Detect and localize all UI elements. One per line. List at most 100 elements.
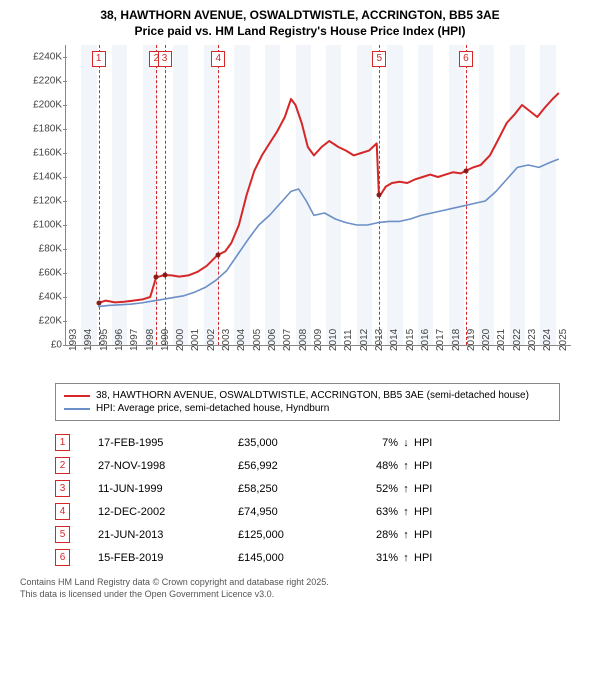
transaction-hpi-label: HPI xyxy=(414,552,454,564)
transaction-pct: 63% xyxy=(348,506,398,518)
x-axis-label: 2013 xyxy=(374,329,385,351)
title-line-1: 38, HAWTHORN AVENUE, OSWALDTWISTLE, ACCR… xyxy=(10,8,590,24)
transaction-hpi-label: HPI xyxy=(414,529,454,541)
transaction-row: 117-FEB-1995£35,0007%↓HPI xyxy=(55,431,590,454)
transaction-pct: 28% xyxy=(348,529,398,541)
transactions-table: 117-FEB-1995£35,0007%↓HPI227-NOV-1998£56… xyxy=(55,431,590,569)
legend-swatch xyxy=(64,395,90,397)
footer-notice: Contains HM Land Registry data © Crown c… xyxy=(20,577,580,600)
transaction-price: £58,250 xyxy=(238,483,348,495)
x-axis-label: 1994 xyxy=(83,329,94,351)
transaction-arrow-icon: ↑ xyxy=(398,506,414,518)
sale-dot xyxy=(216,253,221,258)
x-axis-label: 2019 xyxy=(466,329,477,351)
transaction-price: £35,000 xyxy=(238,437,348,449)
y-axis-label: £40K xyxy=(39,292,62,303)
y-axis-label: £80K xyxy=(39,244,62,255)
transaction-arrow-icon: ↑ xyxy=(398,460,414,472)
transaction-price: £56,992 xyxy=(238,460,348,472)
transaction-price: £74,950 xyxy=(238,506,348,518)
transaction-price: £145,000 xyxy=(238,552,348,564)
transaction-pct: 52% xyxy=(348,483,398,495)
transaction-pct: 7% xyxy=(348,437,398,449)
y-axis-label: £60K xyxy=(39,268,62,279)
transaction-row: 615-FEB-2019£145,00031%↑HPI xyxy=(55,546,590,569)
legend-row: HPI: Average price, semi-detached house,… xyxy=(64,402,551,415)
transaction-row: 227-NOV-1998£56,99248%↑HPI xyxy=(55,454,590,477)
legend-label: HPI: Average price, semi-detached house,… xyxy=(96,403,329,414)
chart-title: 38, HAWTHORN AVENUE, OSWALDTWISTLE, ACCR… xyxy=(10,8,590,39)
transaction-date: 17-FEB-1995 xyxy=(70,437,238,449)
x-axis-label: 2008 xyxy=(298,329,309,351)
x-axis-label: 2017 xyxy=(435,329,446,351)
series-hpi xyxy=(98,159,559,307)
transaction-arrow-icon: ↓ xyxy=(398,437,414,449)
footer-line-1: Contains HM Land Registry data © Crown c… xyxy=(20,577,580,589)
transaction-number: 1 xyxy=(55,434,70,451)
y-axis-label: £240K xyxy=(33,52,62,63)
transaction-row: 412-DEC-2002£74,95063%↑HPI xyxy=(55,500,590,523)
x-axis-label: 2004 xyxy=(236,329,247,351)
x-axis-label: 2022 xyxy=(512,329,523,351)
sale-dot xyxy=(154,274,159,279)
plot-region: 123456 xyxy=(65,45,571,346)
transaction-date: 15-FEB-2019 xyxy=(70,552,238,564)
legend: 38, HAWTHORN AVENUE, OSWALDTWISTLE, ACCR… xyxy=(55,383,560,421)
x-axis-label: 2005 xyxy=(252,329,263,351)
sale-dot xyxy=(463,169,468,174)
title-line-2: Price paid vs. HM Land Registry's House … xyxy=(10,24,590,40)
x-axis-label: 2020 xyxy=(481,329,492,351)
transaction-row: 311-JUN-1999£58,25052%↑HPI xyxy=(55,477,590,500)
transaction-arrow-icon: ↑ xyxy=(398,483,414,495)
transaction-number: 5 xyxy=(55,526,70,543)
y-axis-label: £180K xyxy=(33,124,62,135)
transaction-date: 11-JUN-1999 xyxy=(70,483,238,495)
transaction-hpi-label: HPI xyxy=(414,506,454,518)
x-axis-label: 1996 xyxy=(114,329,125,351)
x-axis-label: 2016 xyxy=(420,329,431,351)
transaction-number: 6 xyxy=(55,549,70,566)
legend-swatch xyxy=(64,408,90,410)
transaction-number: 4 xyxy=(55,503,70,520)
line-chart-svg xyxy=(66,45,571,345)
transaction-arrow-icon: ↑ xyxy=(398,552,414,564)
x-axis-label: 2001 xyxy=(190,329,201,351)
sale-dot xyxy=(162,273,167,278)
x-axis-label: 2000 xyxy=(175,329,186,351)
x-axis-label: 2003 xyxy=(221,329,232,351)
transaction-pct: 48% xyxy=(348,460,398,472)
transaction-number: 3 xyxy=(55,480,70,497)
sale-dot xyxy=(377,193,382,198)
y-axis-label: £220K xyxy=(33,76,62,87)
transaction-hpi-label: HPI xyxy=(414,437,454,449)
x-axis-label: 2024 xyxy=(542,329,553,351)
x-axis-label: 2006 xyxy=(267,329,278,351)
x-axis-label: 1999 xyxy=(160,329,171,351)
y-axis-label: £200K xyxy=(33,100,62,111)
transaction-number: 2 xyxy=(55,457,70,474)
x-axis-label: 2023 xyxy=(527,329,538,351)
sale-dot xyxy=(96,301,101,306)
x-axis-label: 1998 xyxy=(145,329,156,351)
transaction-pct: 31% xyxy=(348,552,398,564)
y-axis-label: £100K xyxy=(33,220,62,231)
transaction-date: 27-NOV-1998 xyxy=(70,460,238,472)
x-axis-label: 2007 xyxy=(282,329,293,351)
x-axis-label: 1997 xyxy=(129,329,140,351)
transaction-arrow-icon: ↑ xyxy=(398,529,414,541)
footer-line-2: This data is licensed under the Open Gov… xyxy=(20,589,580,601)
x-axis-label: 1995 xyxy=(99,329,110,351)
x-axis-label: 2018 xyxy=(451,329,462,351)
transaction-hpi-label: HPI xyxy=(414,483,454,495)
x-axis-label: 2012 xyxy=(359,329,370,351)
transaction-row: 521-JUN-2013£125,00028%↑HPI xyxy=(55,523,590,546)
x-axis-label: 2002 xyxy=(206,329,217,351)
x-axis-label: 2025 xyxy=(558,329,569,351)
y-axis-label: £120K xyxy=(33,196,62,207)
x-axis-label: 2011 xyxy=(343,330,354,352)
x-axis-label: 2021 xyxy=(496,329,507,351)
x-axis-label: 2010 xyxy=(328,329,339,351)
page: 38, HAWTHORN AVENUE, OSWALDTWISTLE, ACCR… xyxy=(0,0,600,609)
transaction-hpi-label: HPI xyxy=(414,460,454,472)
y-axis-label: £0 xyxy=(51,340,62,351)
